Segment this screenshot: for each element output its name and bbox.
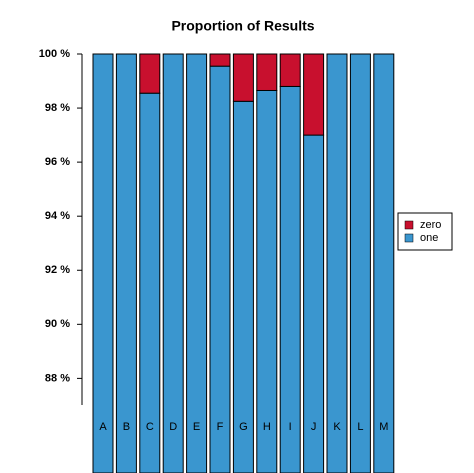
- bar-segment: [373, 53, 395, 473]
- legend-swatch: [404, 220, 414, 230]
- category-label: H: [263, 421, 271, 433]
- category-label: M: [379, 421, 388, 433]
- legend-label: zero: [420, 219, 441, 231]
- bar-segment: [139, 92, 161, 473]
- legend-swatch: [404, 233, 414, 243]
- y-tick-label: 92 %: [45, 264, 70, 276]
- legend-label: one: [420, 232, 438, 244]
- bar-segment: [232, 100, 254, 473]
- bar-segment: [303, 53, 325, 136]
- y-tick-label: 94 %: [45, 210, 70, 222]
- category-label: J: [311, 421, 317, 433]
- bar-segment: [326, 53, 348, 473]
- category-label: D: [169, 421, 177, 433]
- bar-segment: [92, 53, 114, 473]
- y-tick-label: 98 %: [45, 102, 70, 114]
- category-label: C: [146, 421, 154, 433]
- chart-title: Proportion of Results: [171, 18, 314, 34]
- category-label: I: [289, 421, 292, 433]
- y-tick-label: 88 %: [45, 372, 70, 384]
- y-tick-label: 100 %: [39, 48, 70, 60]
- category-label: B: [123, 421, 130, 433]
- category-label: G: [239, 421, 248, 433]
- bar-segment: [139, 53, 161, 94]
- bar-segment: [186, 53, 208, 473]
- bar-segment: [279, 85, 301, 473]
- bar-segment: [115, 53, 137, 473]
- category-label: A: [99, 421, 107, 433]
- bar-segment: [256, 89, 278, 473]
- bar-segment: [256, 53, 278, 91]
- bar-segment: [162, 53, 184, 473]
- category-label: E: [193, 421, 200, 433]
- legend-box: [397, 212, 453, 251]
- category-label: K: [333, 421, 341, 433]
- bar-segment: [209, 65, 231, 473]
- y-tick-label: 90 %: [45, 318, 70, 330]
- bar-segment: [232, 53, 254, 102]
- bar-segment: [279, 53, 301, 87]
- category-label: L: [357, 421, 363, 433]
- bar-segment: [349, 53, 371, 473]
- category-label: F: [217, 421, 224, 433]
- bar-segment: [209, 53, 231, 67]
- y-tick-label: 96 %: [45, 156, 70, 168]
